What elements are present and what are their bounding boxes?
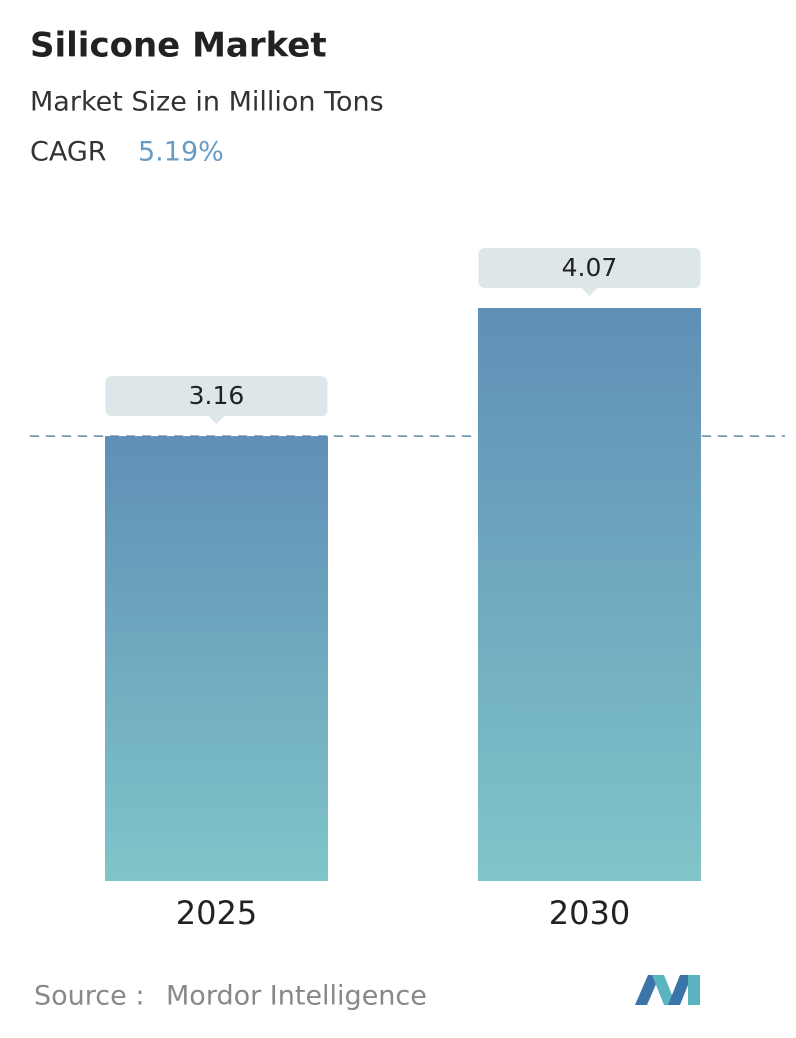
x-tick-label: 2030	[549, 894, 630, 932]
source-label: Source :	[34, 981, 144, 1012]
bar	[478, 308, 701, 881]
chart-title: Silicone Market	[30, 26, 327, 66]
value-label-pointer	[581, 288, 598, 296]
value-label: 3.16	[189, 381, 245, 410]
cagr-value: 5.19%	[138, 137, 224, 168]
value-label-box	[478, 248, 701, 288]
bar	[105, 436, 328, 881]
x-tick-label: 2025	[176, 894, 257, 932]
value-label: 4.07	[562, 253, 618, 282]
cagr-label: CAGR	[30, 137, 107, 168]
source-value: Mordor Intelligence	[166, 981, 427, 1012]
logo	[635, 975, 700, 1005]
value-label-pointer	[208, 416, 225, 425]
value-label-box	[105, 376, 328, 417]
chart-subtitle: Market Size in Million Tons	[30, 87, 384, 118]
